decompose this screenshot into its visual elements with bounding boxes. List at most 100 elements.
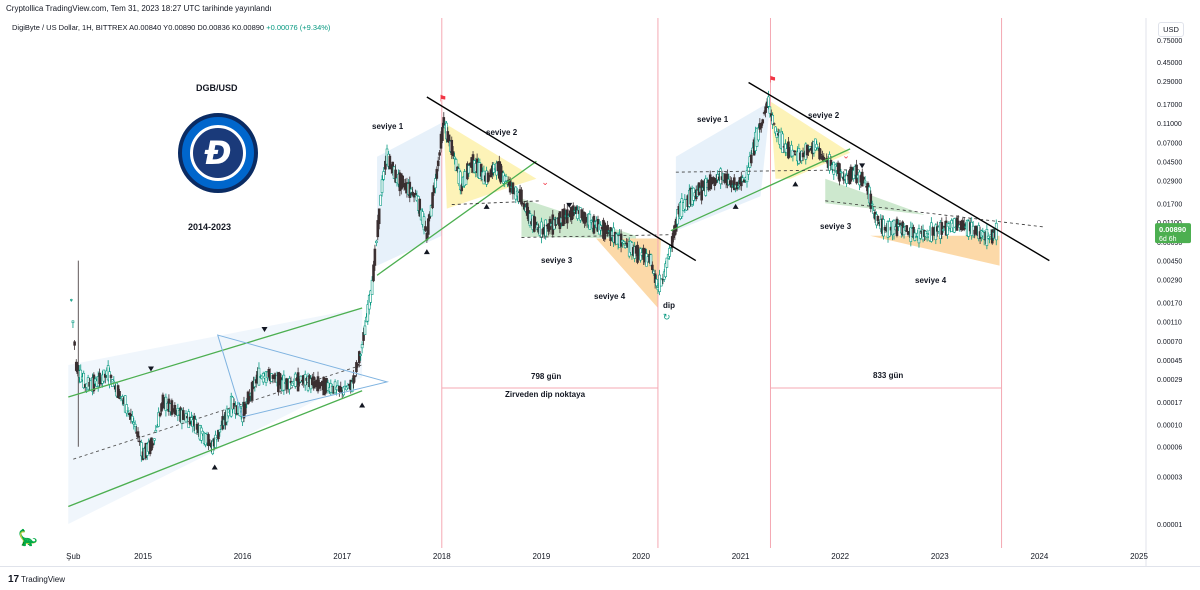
y-tick-label: 0.00006 (1157, 445, 1182, 452)
candle-body (377, 208, 381, 225)
candle-body (623, 244, 627, 248)
marker-down-2022 (859, 163, 866, 169)
candle-body (952, 218, 956, 233)
candle-body (737, 185, 740, 188)
y-tick-label: 0.00170 (1157, 301, 1182, 308)
candle-body (217, 429, 220, 440)
candle-body (762, 112, 766, 114)
candle-body (898, 222, 902, 226)
candle-body (426, 218, 430, 235)
candle-body (319, 384, 323, 387)
marker-v-2019: ⌄ (541, 177, 549, 187)
candle-body (659, 278, 663, 287)
candle-body (845, 174, 848, 184)
candle-body (914, 236, 918, 238)
candle-body (520, 189, 523, 205)
candle-body (839, 171, 843, 174)
candle-body (412, 193, 416, 198)
candle-body (855, 164, 858, 184)
y-tick-label: 0.02900 (1157, 178, 1182, 185)
y-tick-label: 0.00070 (1157, 339, 1182, 346)
candle-body (451, 151, 455, 157)
candle-body (109, 375, 113, 378)
candle-body (432, 185, 436, 194)
symbol-ohlc-legend[interactable]: DigiByte / US Dollar, 1H, BITTREX A0.008… (12, 23, 330, 32)
candle-body (523, 203, 526, 210)
y-tick-label: 0.29000 (1157, 79, 1182, 86)
y-tick-label: 0.00110 (1157, 319, 1182, 326)
candle-body (153, 438, 156, 441)
x-tick-label: 2019 (533, 552, 551, 561)
candle-body (155, 426, 159, 428)
candle-body (815, 143, 819, 149)
price-chart[interactable]: ⚑ ⚑ ↻ ⌄ ⌄ DGB/USD 2014-2023 seviye 1 seviye 2 sev… (0, 18, 1200, 566)
candle-body (288, 378, 291, 390)
label-dip: dip (663, 301, 675, 310)
candle-body (772, 123, 776, 125)
candle-body (435, 168, 439, 179)
candle-body (759, 122, 763, 129)
y-tick-label: 0.75000 (1157, 38, 1182, 45)
candle-body (384, 160, 387, 170)
candle-body (767, 96, 770, 107)
candle-body (606, 224, 609, 235)
x-tick-label: 2021 (732, 552, 750, 561)
y-tick-label: 0.04500 (1157, 159, 1182, 166)
x-tick-label: 2017 (333, 552, 351, 561)
seviye-2-zone-2018 (443, 122, 537, 209)
resistance-line-2018 (426, 96, 697, 262)
marker-down-2016 (261, 326, 268, 332)
candle-body (784, 143, 787, 153)
candle-body (774, 126, 777, 134)
candle-body (370, 279, 374, 295)
candle-body (376, 220, 380, 238)
candle-body (422, 216, 426, 231)
candle-body (655, 279, 658, 287)
label-seviye-3-a: seviye 3 (541, 256, 573, 265)
candle-body (528, 213, 532, 226)
last-price-label: 0.00890 (1159, 225, 1186, 234)
candle-body (244, 402, 247, 414)
label-seviye-4-b: seviye 4 (915, 276, 947, 285)
marker-v-2022: ⌄ (842, 151, 850, 161)
label-seviye-1-a: seviye 1 (372, 122, 404, 131)
candle-body (133, 423, 137, 427)
candle-body (940, 222, 944, 235)
candle-body (732, 177, 736, 191)
candle-body (781, 133, 784, 153)
candle-body (369, 290, 372, 303)
currency-button[interactable]: USD (1158, 22, 1184, 37)
candle-body (71, 320, 75, 324)
candle-body (793, 150, 796, 153)
candle-body (801, 152, 805, 158)
candle-body (761, 119, 765, 124)
candle-body (870, 203, 874, 206)
dashed-level-2018 (451, 200, 542, 205)
symbol-name[interactable]: DigiByte / US Dollar, 1H, BITTREX (12, 23, 128, 32)
publisher-text: Cryptollica TradingView.com, Tem 31, 202… (6, 4, 272, 13)
marker-up-2017 (359, 402, 366, 408)
marker-down-2019 (566, 202, 573, 208)
candle-body (73, 341, 76, 346)
y-tick-label: 0.45000 (1157, 60, 1182, 67)
candle-body (902, 227, 906, 236)
marker-down-2015 (147, 366, 154, 372)
candle-body (173, 404, 177, 415)
candle-body (957, 220, 960, 226)
last-price-countdown: 6d 6h (1159, 236, 1177, 243)
candle-body (299, 375, 303, 383)
y-tick-label: 0.00010 (1157, 423, 1182, 430)
tradingview-brand[interactable]: TradingView (21, 575, 66, 584)
marker-up-2020 (732, 203, 739, 209)
candle-body (345, 386, 348, 391)
candle-body (218, 429, 222, 433)
candle-body (366, 304, 370, 322)
candle-body (227, 409, 230, 417)
x-tick-label: 2023 (931, 552, 949, 561)
dinosaur-icon: 🦕 (18, 530, 38, 547)
candle-body (379, 194, 382, 206)
candle-body (441, 127, 444, 141)
tradingview-logo-icon[interactable]: 17 (8, 574, 20, 585)
candle-body (895, 218, 899, 236)
y-tick-label: 0.00001 (1157, 522, 1182, 529)
